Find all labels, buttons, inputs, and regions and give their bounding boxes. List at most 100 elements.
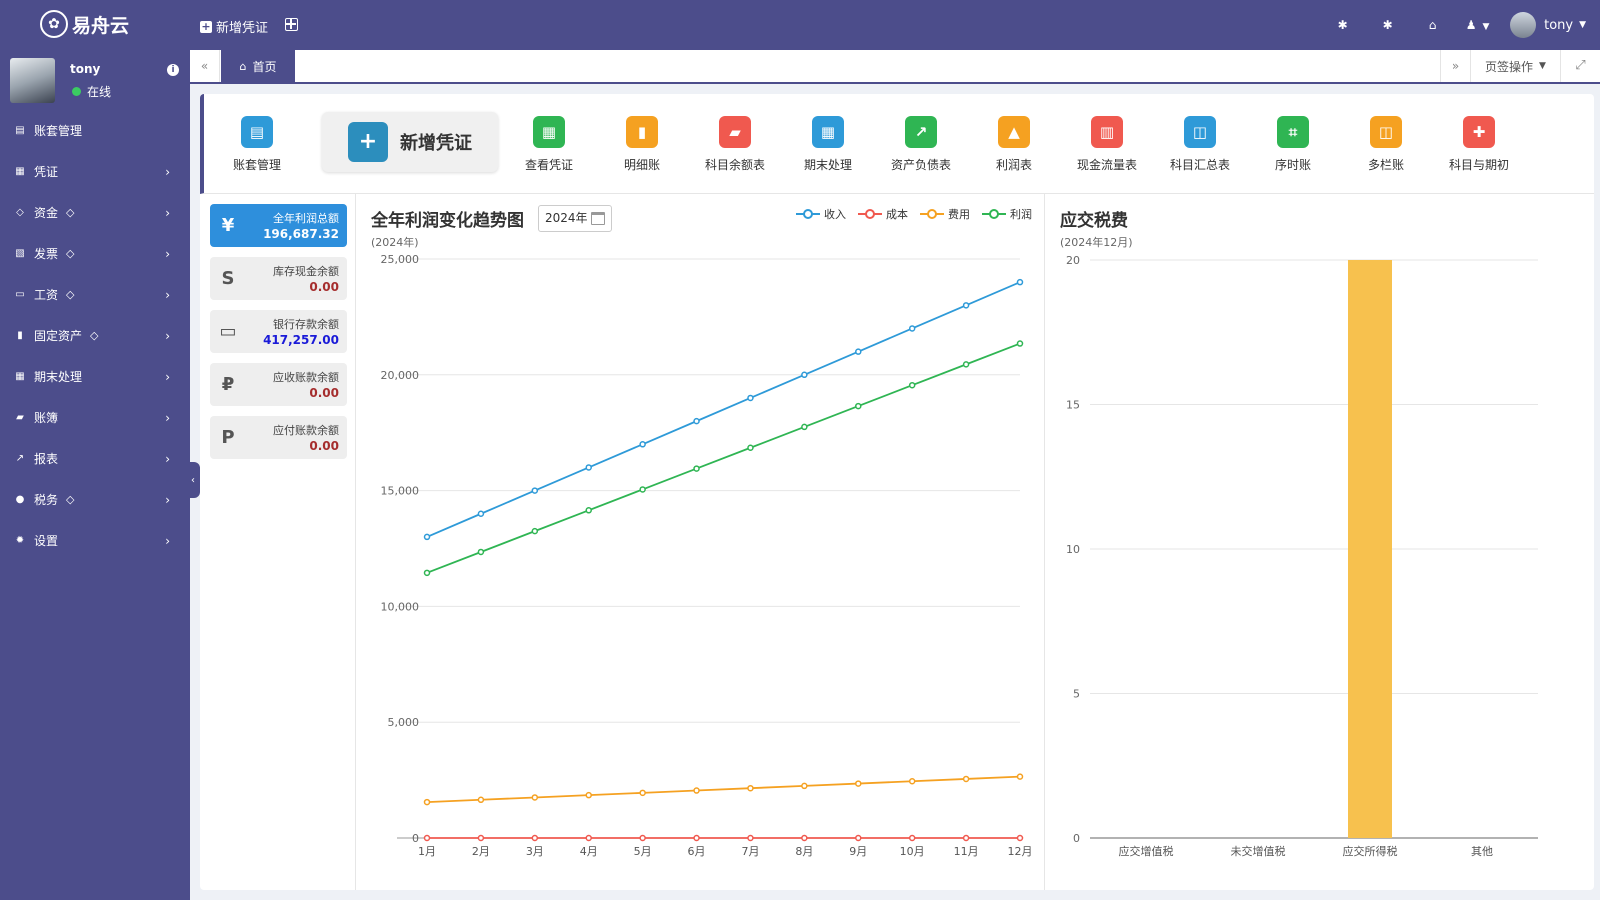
shortcut-item-0[interactable]: ▤ 账套管理 xyxy=(212,116,302,173)
shortcut-item-1[interactable]: ▦ 查看凭证 xyxy=(504,116,594,173)
shortcut-label: 资产负债表 xyxy=(890,158,951,172)
data-point xyxy=(693,834,700,842)
legend-item-0[interactable]: 收入 xyxy=(796,206,846,222)
tax-chart: 应交税费 (2024年12月) 0 5 10 15 20 应交增值税 未交增值税 应交所得税 其… xyxy=(1046,194,1594,890)
shortcut-item-5[interactable]: ↗ 资产负债表 xyxy=(876,116,966,173)
tab-scroll-left-icon[interactable]: « xyxy=(190,50,220,82)
x-tick-label: 2月 xyxy=(472,845,490,858)
stat-card-3[interactable]: ₽ 应收账款余额 0.00 xyxy=(210,363,347,406)
stat-value: 0.00 xyxy=(309,439,339,453)
top-user-menu[interactable]: tony ▼ xyxy=(1510,12,1586,38)
chevron-down-icon: ▼ xyxy=(1539,61,1546,71)
sidebar-collapse-button[interactable]: ‹ xyxy=(186,462,200,498)
calendar-icon xyxy=(591,212,605,225)
legend-item-3[interactable]: 利润 xyxy=(982,206,1032,222)
chart-title: 应交税费 xyxy=(1060,211,1128,231)
shortcut-icon: ▦ xyxy=(812,116,844,148)
data-point xyxy=(801,423,808,431)
home-icon[interactable]: ⌂ xyxy=(1428,18,1437,32)
stat-card-0[interactable]: ¥ 全年利润总额 196,687.32 xyxy=(210,204,347,247)
legend-item-1[interactable]: 成本 xyxy=(858,206,908,222)
shortcut-item-7[interactable]: ▥ 现金流量表 xyxy=(1062,116,1152,173)
chevron-right-icon: › xyxy=(165,205,170,220)
sidebar-item-6[interactable]: ▦ 期末处理 › xyxy=(0,356,190,397)
chart-subtitle: (2024年12月) xyxy=(1060,236,1133,249)
shortcut-label: 期末处理 xyxy=(803,158,852,172)
y-tick-label: 10,000 xyxy=(381,600,420,613)
shortcut-new-voucher-label: 新增凭证 xyxy=(400,133,472,154)
brand[interactable]: ✿ 易舟云 xyxy=(40,10,129,38)
data-point xyxy=(962,834,970,842)
shortcut-item-11[interactable]: ✚ 科目与期初 xyxy=(1434,116,1524,173)
shortcut-bar: + 新增凭证 ▤ 账套管理 ▦ 查看凭证 ▮ 明细账 ▰ 科目余额表 ▦ 期末处理 ↗ 资产负债表 ▲ 利… xyxy=(200,94,1594,194)
invoice-icon: ▧ xyxy=(15,248,25,259)
tab-scroll-right-icon[interactable]: » xyxy=(1440,50,1470,82)
sidebar-item-8[interactable]: ↗ 报表 › xyxy=(0,438,190,479)
profit-trend-chart: 全年利润变化趋势图 2024年 (2024年) 收入 成本 费用 利润 0 5,000 1… xyxy=(357,194,1045,890)
info-icon[interactable]: i xyxy=(167,64,179,76)
stat-label: 银行存款余额 xyxy=(273,318,339,331)
data-point xyxy=(962,302,970,309)
shortcut-icon: ▰ xyxy=(719,116,751,148)
y-tick-label: 25,000 xyxy=(381,253,420,266)
data-point xyxy=(531,834,539,842)
shortcut-item-10[interactable]: ◫ 多栏账 xyxy=(1341,116,1431,173)
shortcut-icon: ◫ xyxy=(1184,116,1216,148)
data-point xyxy=(855,834,862,842)
tax-icon: ● xyxy=(15,494,25,505)
online-status: 在线 xyxy=(72,83,111,100)
shortcut-label: 科目余额表 xyxy=(704,158,765,172)
bug-icon-2[interactable]: ✱ xyxy=(1382,18,1393,32)
data-point xyxy=(801,371,808,379)
chevron-right-icon: › xyxy=(165,369,170,384)
tab-operations-dropdown[interactable]: 页签操作 ▼ xyxy=(1470,50,1560,82)
fullscreen-icon[interactable]: ⤢ xyxy=(1560,50,1600,82)
x-tick-label: 1月 xyxy=(418,845,436,858)
bug-icon[interactable]: ✱ xyxy=(1337,18,1348,32)
shortcut-item-4[interactable]: ▦ 期末处理 xyxy=(783,116,873,173)
x-tick-label: 7月 xyxy=(741,845,759,858)
sidebar-item-0[interactable]: ▤ 账套管理 xyxy=(0,110,190,151)
year-picker[interactable]: 2024年 xyxy=(538,205,612,232)
avatar xyxy=(1510,12,1537,38)
shortcut-item-9[interactable]: ⌗ 序时账 xyxy=(1248,116,1338,173)
book-icon: ▰ xyxy=(16,412,24,423)
y-tick-label: 5,000 xyxy=(388,716,420,729)
shortcut-label: 科目与期初 xyxy=(1448,158,1509,172)
grid-icon[interactable] xyxy=(285,18,298,31)
sidebar-item-2[interactable]: ◇ 资金 ◇ › xyxy=(0,192,190,233)
data-point xyxy=(908,381,916,389)
shortcut-item-2[interactable]: ▮ 明细账 xyxy=(597,116,687,173)
sidebar-item-7[interactable]: ▰ 账簿 › xyxy=(0,397,190,438)
data-point xyxy=(908,778,916,785)
top-new-voucher-button[interactable]: + 新增凭证 xyxy=(200,17,268,36)
sidebar-item-5[interactable]: ▮ 固定资产 ◇ › xyxy=(0,315,190,356)
stat-card-1[interactable]: S 库存现金余额 0.00 xyxy=(210,257,347,300)
brand-logo-icon: ✿ xyxy=(40,10,68,38)
data-point xyxy=(855,780,862,787)
shortcut-item-8[interactable]: ◫ 科目汇总表 xyxy=(1155,116,1245,173)
shortcut-new-voucher-button[interactable]: + 新增凭证 xyxy=(322,112,498,172)
sidebar-item-1[interactable]: ▦ 凭证 › xyxy=(0,151,190,192)
tab-home[interactable]: ⌂ 首页 xyxy=(221,50,295,82)
stat-card-4[interactable]: P 应付账款余额 0.00 xyxy=(210,416,347,459)
sidebar-item-3[interactable]: ▧ 发票 ◇ › xyxy=(0,233,190,274)
data-point xyxy=(585,464,592,471)
bar-chart-svg: 0 5 10 15 20 应交增值税 未交增值税 应交所得税 其他 xyxy=(1066,254,1538,858)
line-chart-svg: 0 5,000 10,000 15,000 20,000 25,000 1月 2月 3月 4月 5月… xyxy=(381,253,1033,858)
stat-label: 全年利润总额 xyxy=(273,212,339,225)
shortcut-item-3[interactable]: ▰ 科目余额表 xyxy=(690,116,780,173)
sidebar-user-name: tony xyxy=(70,62,101,76)
legend-item-2[interactable]: 费用 xyxy=(920,206,970,222)
sidebar-item-10[interactable]: ✹ 设置 › xyxy=(0,520,190,561)
data-point xyxy=(747,784,754,792)
data-point xyxy=(477,510,485,518)
sidebar-item-9[interactable]: ● 税务 ◇ › xyxy=(0,479,190,520)
y-tick-label: 15 xyxy=(1066,399,1080,412)
stat-card-2[interactable]: ▭ 银行存款余额 417,257.00 xyxy=(210,310,347,353)
sidebar-item-4[interactable]: ▭ 工资 ◇ › xyxy=(0,274,190,315)
shortcut-label: 明细账 xyxy=(623,158,660,172)
shortcut-item-6[interactable]: ▲ 利润表 xyxy=(969,116,1059,173)
user-menu-icon[interactable]: ♟ ▼ xyxy=(1465,18,1490,32)
card-icon: ▭ xyxy=(15,289,25,300)
